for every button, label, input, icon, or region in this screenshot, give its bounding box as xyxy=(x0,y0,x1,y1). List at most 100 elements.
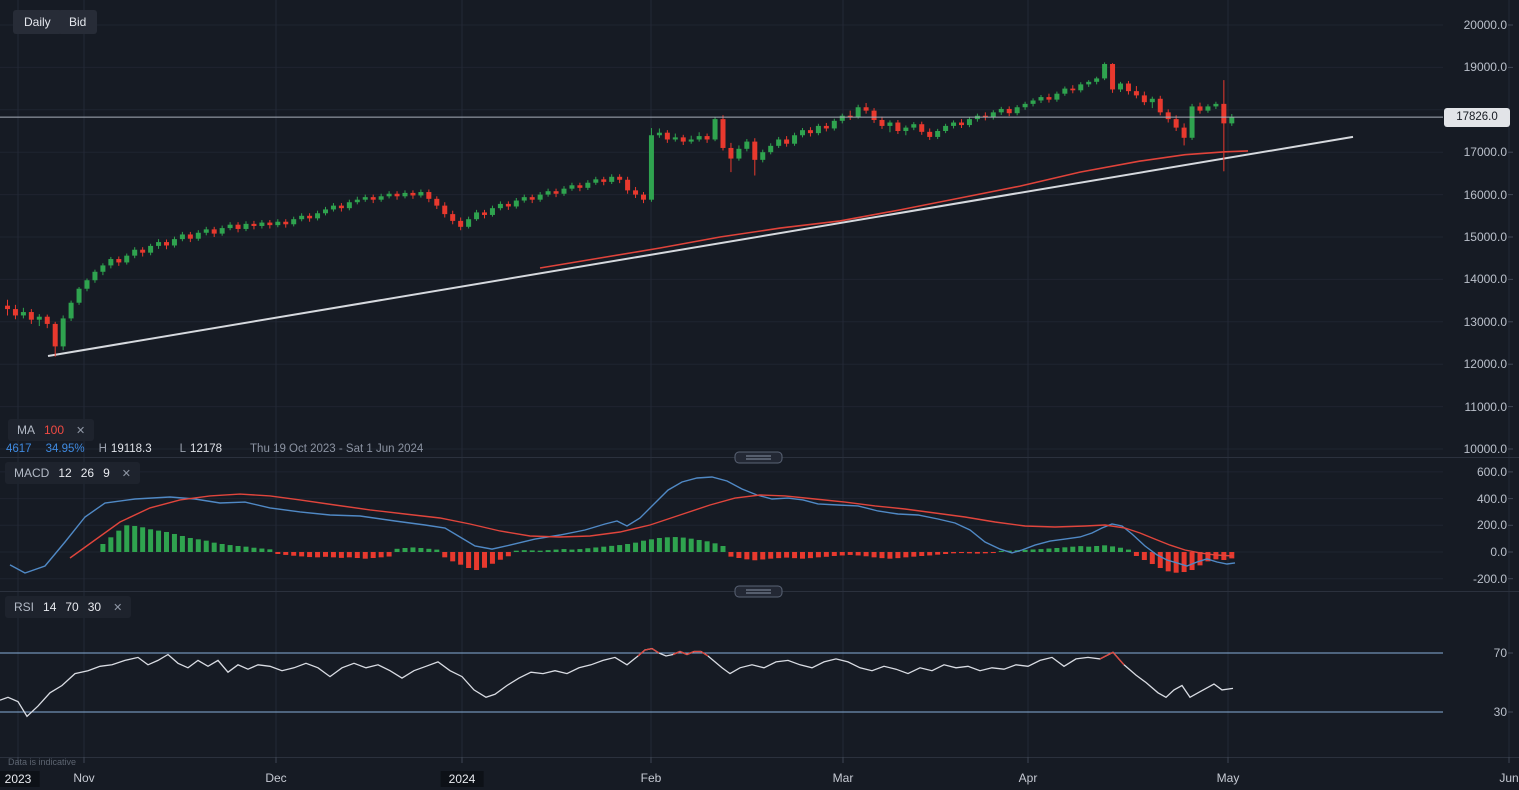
candle xyxy=(792,132,798,146)
macd-indicator-legend[interactable]: MACD 12 26 9 ✕ xyxy=(5,462,140,484)
candle xyxy=(1157,95,1163,116)
candle xyxy=(1102,62,1108,81)
ma-indicator-legend[interactable]: MA 100 ✕ xyxy=(8,419,95,441)
candle xyxy=(219,225,225,236)
candle xyxy=(36,314,42,327)
price-tick-label: 15000.0 xyxy=(1463,230,1507,244)
price-tick-label: 14000.0 xyxy=(1463,272,1507,287)
candle xyxy=(855,104,861,119)
candle xyxy=(84,278,90,292)
macd-fast-param: 12 xyxy=(58,466,72,480)
macd-tick-label: 400.0 xyxy=(1476,491,1507,506)
candle xyxy=(1189,103,1195,140)
candle xyxy=(601,176,607,186)
candle xyxy=(823,122,829,132)
candle xyxy=(959,119,964,129)
candle xyxy=(68,300,74,321)
candle xyxy=(307,213,313,222)
candle xyxy=(28,309,34,324)
price-tick-label: 10000.0 xyxy=(1463,442,1507,456)
candle xyxy=(235,222,241,233)
candle xyxy=(275,219,281,228)
candle xyxy=(704,133,710,143)
visible-date-range: Thu 19 Oct 2023 - Sat 1 Jun 2024 xyxy=(250,443,424,455)
rsi-tick-label: 70 xyxy=(1493,646,1507,660)
candle xyxy=(672,133,678,142)
candlestick-series xyxy=(5,62,1235,357)
candle xyxy=(617,174,623,184)
candle xyxy=(553,188,559,198)
candle xyxy=(577,182,583,192)
macd-tick-label: 200.0 xyxy=(1476,518,1507,533)
ma-close-icon[interactable]: ✕ xyxy=(76,424,86,437)
candle xyxy=(156,239,162,249)
rsi-legend-name: RSI xyxy=(14,600,35,614)
candle xyxy=(966,117,972,128)
panel-resize-handle[interactable] xyxy=(734,585,783,598)
candle xyxy=(863,103,869,114)
candle xyxy=(879,116,885,129)
macd-close-icon[interactable]: ✕ xyxy=(121,467,131,480)
candle xyxy=(593,176,599,185)
candle xyxy=(482,209,487,219)
rsi-overbought-segments xyxy=(637,647,1125,666)
candle xyxy=(919,121,925,135)
rsi-indicator-legend[interactable]: RSI 14 70 30 ✕ xyxy=(5,596,132,618)
timeframe-button[interactable]: Daily xyxy=(13,10,62,34)
candle xyxy=(1213,101,1219,109)
candle xyxy=(728,142,734,173)
candle xyxy=(839,113,845,124)
candle xyxy=(871,108,877,123)
candle xyxy=(633,186,639,198)
candle xyxy=(760,149,766,163)
candle xyxy=(466,216,472,229)
candle xyxy=(529,194,535,204)
candle xyxy=(52,321,58,357)
candle xyxy=(92,269,98,283)
candle xyxy=(1014,105,1020,116)
candle xyxy=(847,110,853,120)
candle xyxy=(784,136,790,147)
candle xyxy=(458,217,464,231)
rsi-line xyxy=(0,647,1234,718)
candle xyxy=(148,243,154,256)
candle xyxy=(951,120,957,129)
candle xyxy=(330,203,336,212)
candle xyxy=(1125,80,1131,95)
high-stat: H 19118.3 xyxy=(98,443,152,455)
candle xyxy=(1221,80,1227,172)
candle xyxy=(76,287,82,305)
price-tick-label: 19000.0 xyxy=(1463,60,1507,75)
candle xyxy=(315,210,321,221)
candle xyxy=(1173,115,1179,131)
candle xyxy=(1165,109,1171,123)
candle xyxy=(1229,114,1235,126)
candle xyxy=(60,315,66,351)
candle xyxy=(116,256,122,266)
candle xyxy=(998,106,1004,115)
candle xyxy=(5,299,10,316)
low-stat: L 12178 xyxy=(179,443,223,455)
candle xyxy=(132,247,138,259)
candle xyxy=(990,110,996,120)
candle xyxy=(664,130,670,143)
candle xyxy=(752,138,758,176)
candle xyxy=(927,128,933,140)
candle xyxy=(171,236,177,248)
candle xyxy=(1030,98,1036,107)
rsi-close-icon[interactable]: ✕ xyxy=(113,601,123,614)
panel-resize-handle[interactable] xyxy=(734,451,783,464)
candle xyxy=(291,216,297,227)
price-tick-label: 17000.0 xyxy=(1463,145,1507,160)
candle xyxy=(410,190,416,199)
candle xyxy=(585,180,591,190)
candle xyxy=(386,191,392,199)
candle xyxy=(20,307,26,319)
current-price-label: 17826.0 xyxy=(1444,107,1510,127)
candle xyxy=(474,209,480,221)
price-type-button[interactable]: Bid xyxy=(58,10,98,34)
candle xyxy=(982,112,988,121)
candle xyxy=(943,123,949,134)
